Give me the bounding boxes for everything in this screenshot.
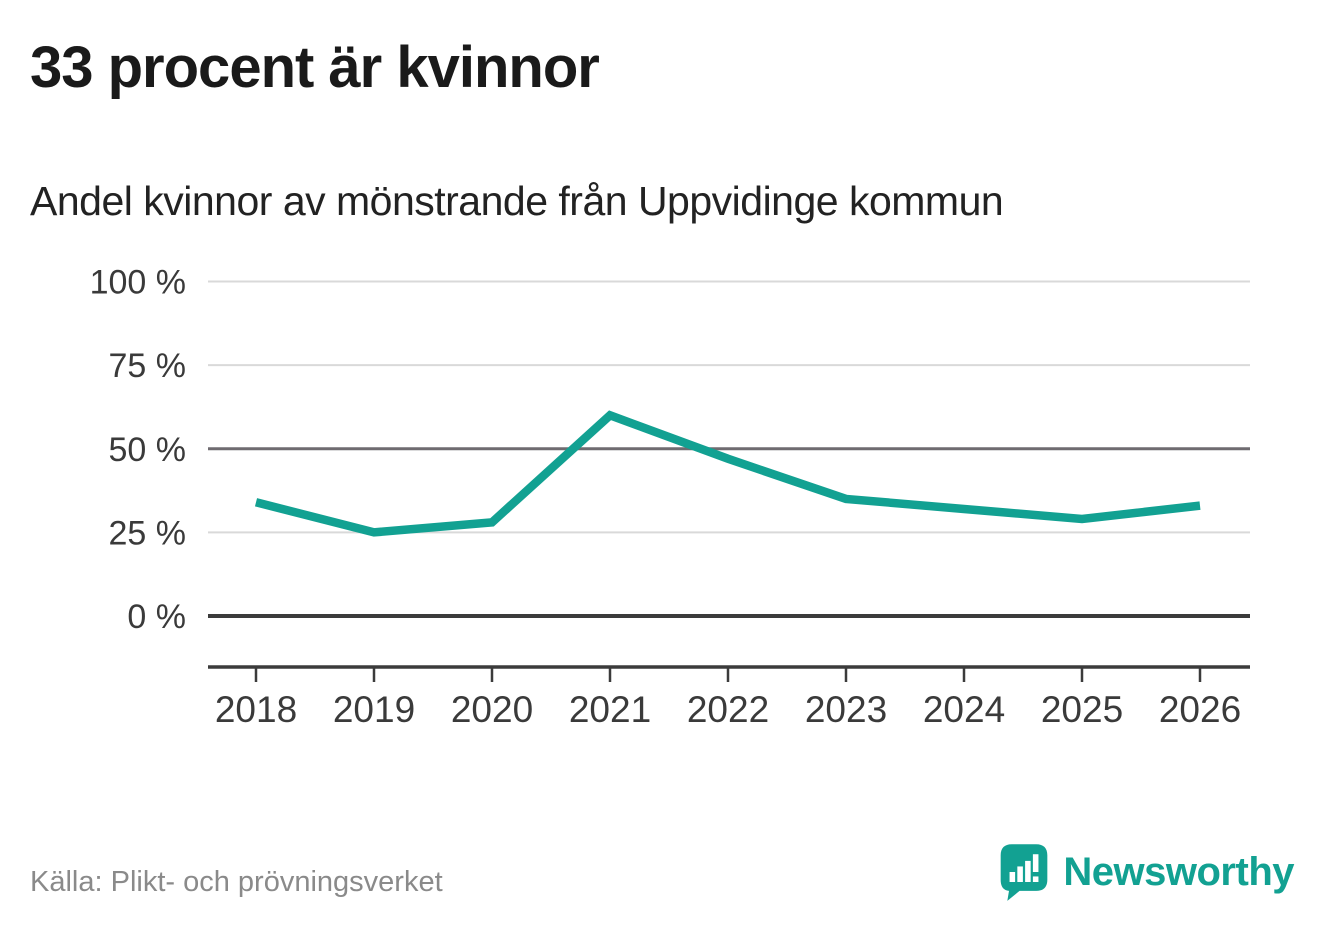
data-line-andel-kvinnor [254,410,1201,537]
y-tick-label: 75 % [109,347,187,385]
x-tick-label: 2019 [333,689,415,730]
x-tick-label: 2023 [805,689,887,730]
brand-wordmark: Newsworthy [1063,849,1294,894]
page-title: 33 procent är kvinnor [30,35,600,100]
y-tick-label: 25 % [109,514,187,552]
x-tick-label: 2025 [1041,689,1123,730]
x-tick-label: 2021 [569,689,651,730]
x-tick-label: 2026 [1159,689,1241,730]
x-tick-label: 2018 [215,689,297,730]
y-tick-label: 100 % [90,264,186,302]
x-tick-label: 2024 [923,689,1005,730]
y-tick-label: 0 % [127,598,186,636]
y-tick-label: 50 % [109,431,187,469]
x-tick-label: 2022 [687,689,769,730]
chart-subtitle: Andel kvinnor av mönstrande från Uppvidi… [30,178,1004,224]
brand-footer: Newsworthy [997,842,1294,902]
x-tick-label: 2020 [451,689,533,730]
newsworthy-logo-icon [1001,844,1048,901]
source-note: Källa: Plikt- och prövningsverket [30,866,443,898]
